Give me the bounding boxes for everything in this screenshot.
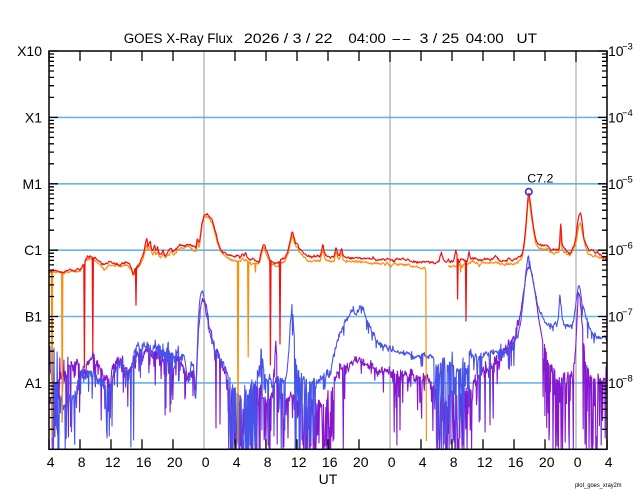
svg-text:10: 10 (608, 43, 624, 59)
svg-text:20: 20 (539, 454, 555, 470)
svg-text:04:00: 04:00 (348, 31, 386, 47)
svg-text:–: – (403, 31, 411, 47)
svg-text:20: 20 (167, 454, 183, 470)
svg-text:4: 4 (605, 454, 613, 470)
svg-text:X10: X10 (17, 43, 42, 59)
svg-text:16: 16 (508, 454, 524, 470)
svg-text:10: 10 (608, 309, 624, 325)
svg-text:−4: −4 (622, 108, 633, 119)
svg-text:C1: C1 (24, 242, 42, 258)
svg-text:4: 4 (233, 454, 241, 470)
svg-text:UT: UT (319, 471, 338, 487)
svg-text:16: 16 (322, 454, 338, 470)
svg-text:GOES X‑Ray Flux: GOES X‑Ray Flux (124, 31, 233, 47)
svg-text:C7.2: C7.2 (527, 172, 553, 186)
svg-text:8: 8 (264, 454, 272, 470)
svg-text:16: 16 (136, 454, 152, 470)
svg-text:0: 0 (388, 454, 396, 470)
svg-text:−8: −8 (622, 373, 633, 384)
svg-text:4: 4 (419, 454, 427, 470)
svg-text:20: 20 (353, 454, 369, 470)
svg-text:A1: A1 (25, 375, 42, 391)
svg-text:0: 0 (202, 454, 210, 470)
svg-text:−6: −6 (622, 241, 633, 252)
svg-text:12: 12 (291, 454, 307, 470)
svg-text:−5: −5 (622, 174, 633, 185)
svg-text:−7: −7 (622, 307, 633, 318)
svg-text:−3: −3 (622, 42, 633, 53)
svg-text:04:00: 04:00 (466, 31, 504, 47)
svg-text:0: 0 (574, 454, 582, 470)
svg-text:2026 / 3 / 22: 2026 / 3 / 22 (244, 31, 333, 47)
svg-text:M1: M1 (23, 176, 43, 192)
svg-text:12: 12 (105, 454, 121, 470)
svg-text:3 / 25: 3 / 25 (420, 31, 460, 47)
svg-text:UT: UT (517, 31, 538, 47)
svg-text:12: 12 (477, 454, 493, 470)
svg-text:8: 8 (78, 454, 86, 470)
svg-text:4: 4 (47, 454, 55, 470)
svg-text:X1: X1 (25, 109, 42, 125)
svg-text:10: 10 (608, 375, 624, 391)
svg-text:plot_goes_xray2m: plot_goes_xray2m (575, 482, 622, 489)
svg-text:10: 10 (608, 109, 624, 125)
svg-text:10: 10 (608, 176, 624, 192)
svg-text:8: 8 (450, 454, 458, 470)
svg-text:10: 10 (608, 242, 624, 258)
svg-text:–: – (393, 31, 401, 47)
svg-text:B1: B1 (25, 309, 42, 325)
